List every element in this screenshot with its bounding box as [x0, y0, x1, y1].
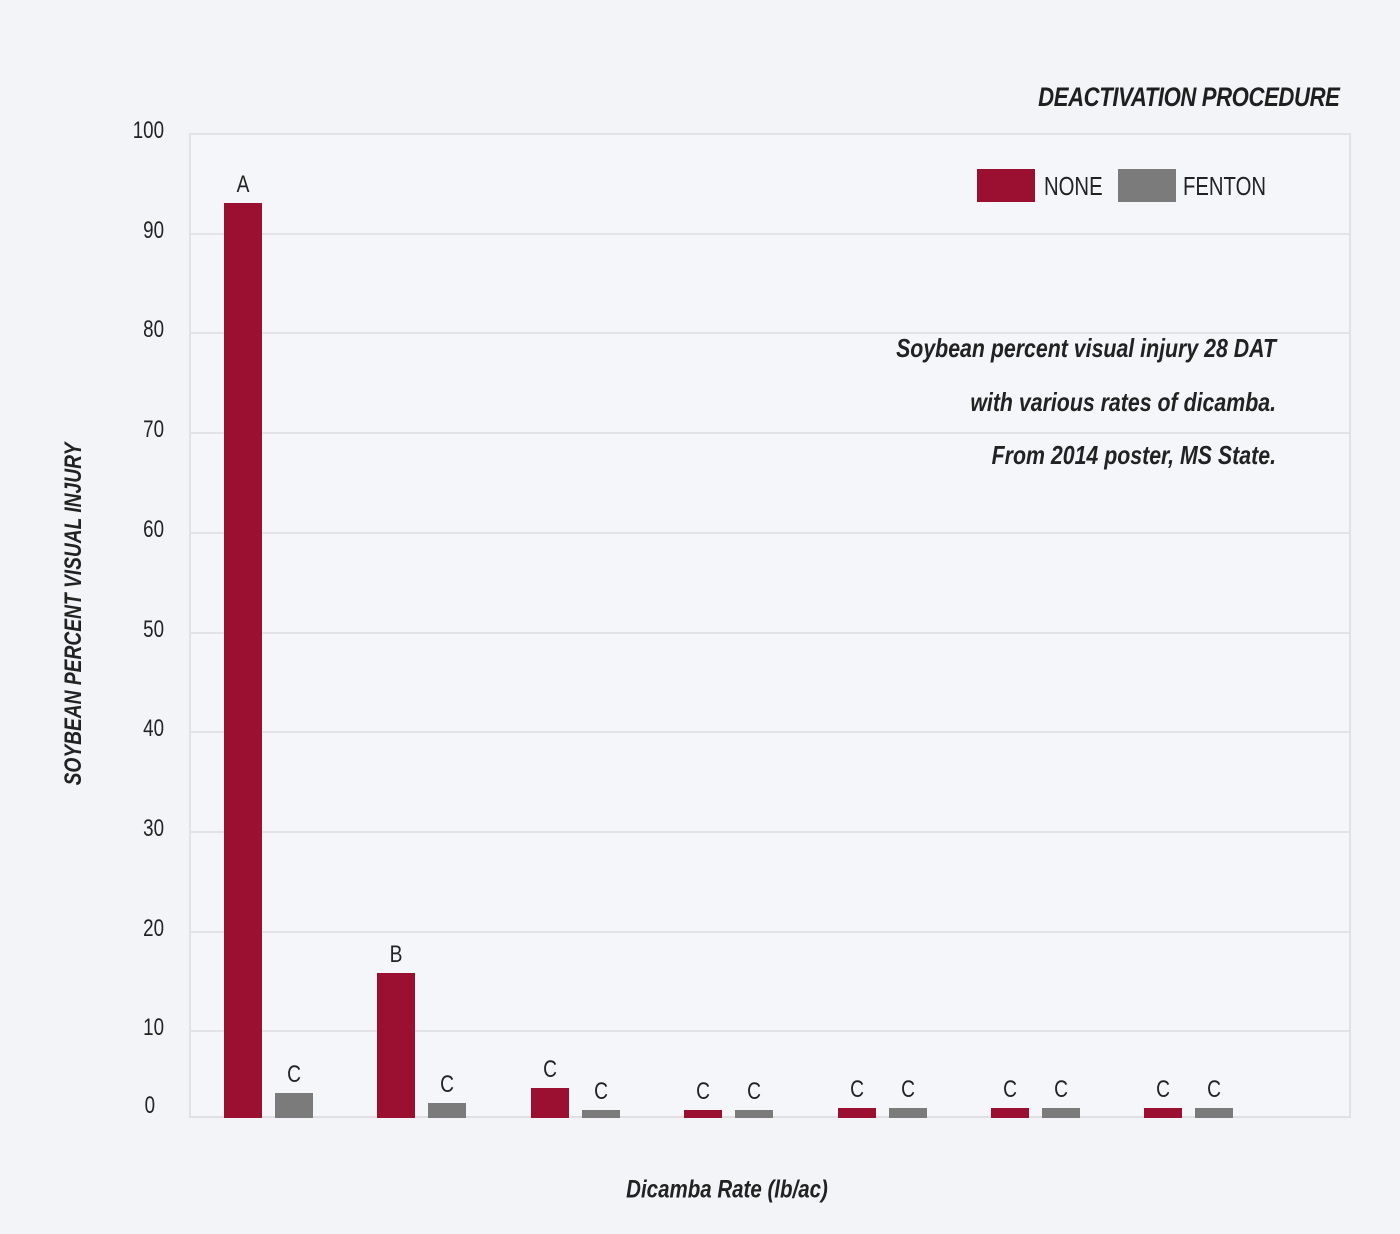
significance-letter: C — [696, 1078, 711, 1105]
bar-fenton — [275, 1093, 313, 1118]
gridline — [191, 332, 1349, 335]
bar-fenton — [1042, 1108, 1080, 1118]
significance-letter: C — [542, 1056, 557, 1084]
gridline — [191, 830, 1349, 833]
gridline — [191, 432, 1349, 435]
y-tick-label: 90 — [143, 216, 164, 244]
bar-none — [530, 1088, 569, 1118]
chart-note-line-3: From 2014 poster, MS State. — [991, 440, 1276, 470]
bar-fenton — [888, 1108, 927, 1118]
bar-none — [377, 973, 416, 1118]
significance-letter: C — [747, 1078, 762, 1105]
y-tick-label: 10 — [143, 1014, 164, 1042]
gridline — [191, 232, 1349, 235]
gridline — [191, 631, 1349, 634]
legend-label-none: NONE — [1044, 171, 1103, 201]
gridline — [191, 1030, 1349, 1033]
y-tick-label: 20 — [143, 914, 164, 942]
chart-note-line-2: with various rates of dicamba. — [970, 387, 1276, 417]
chart-title: DEACTIVATION PROCEDURE — [1038, 82, 1341, 112]
plot-area — [189, 133, 1351, 1118]
significance-letter: C — [1003, 1076, 1017, 1104]
legend-label-fenton: FENTON — [1183, 171, 1267, 201]
chart-note-line-1: Soybean percent visual injury 28 DAT — [896, 333, 1276, 363]
gridline — [191, 531, 1349, 534]
legend-swatch-none — [977, 169, 1035, 202]
y-tick-label: 60 — [143, 515, 164, 543]
significance-letter: C — [1207, 1076, 1222, 1104]
y-tick-label: 80 — [143, 316, 164, 344]
y-axis-label: SOYBEAN PERCENT VISUAL INJURY — [60, 442, 87, 786]
bar-fenton — [581, 1110, 620, 1118]
significance-letter: C — [593, 1078, 608, 1105]
gridline — [191, 731, 1349, 734]
x-axis-label: Dicamba Rate (lb/ac) — [626, 1175, 828, 1204]
gridline — [191, 930, 1349, 933]
significance-letter: C — [1054, 1076, 1068, 1104]
bar-fenton — [735, 1110, 774, 1118]
significance-letter: C — [849, 1076, 864, 1104]
bar-none — [224, 202, 262, 1118]
significance-letter: C — [287, 1061, 301, 1089]
y-tick-label: 100 — [132, 117, 164, 144]
y-tick-label: 50 — [143, 615, 164, 643]
bar-none — [837, 1108, 876, 1118]
bar-none — [1144, 1108, 1183, 1118]
y-tick-label: 30 — [143, 814, 164, 842]
bar-fenton — [428, 1103, 467, 1118]
significance-letter: C — [440, 1071, 455, 1099]
y-tick-label: 40 — [143, 715, 164, 743]
bar-none — [991, 1108, 1029, 1118]
significance-letter: C — [1156, 1076, 1171, 1104]
significance-letter: C — [900, 1076, 915, 1104]
bar-fenton — [1195, 1108, 1234, 1118]
significance-letter: A — [236, 170, 250, 198]
y-tick-label: 70 — [143, 416, 164, 444]
legend-swatch-fenton — [1118, 169, 1176, 202]
significance-letter: B — [389, 941, 403, 969]
y-tick-label: 0 — [144, 1092, 155, 1119]
bar-none — [684, 1110, 723, 1118]
